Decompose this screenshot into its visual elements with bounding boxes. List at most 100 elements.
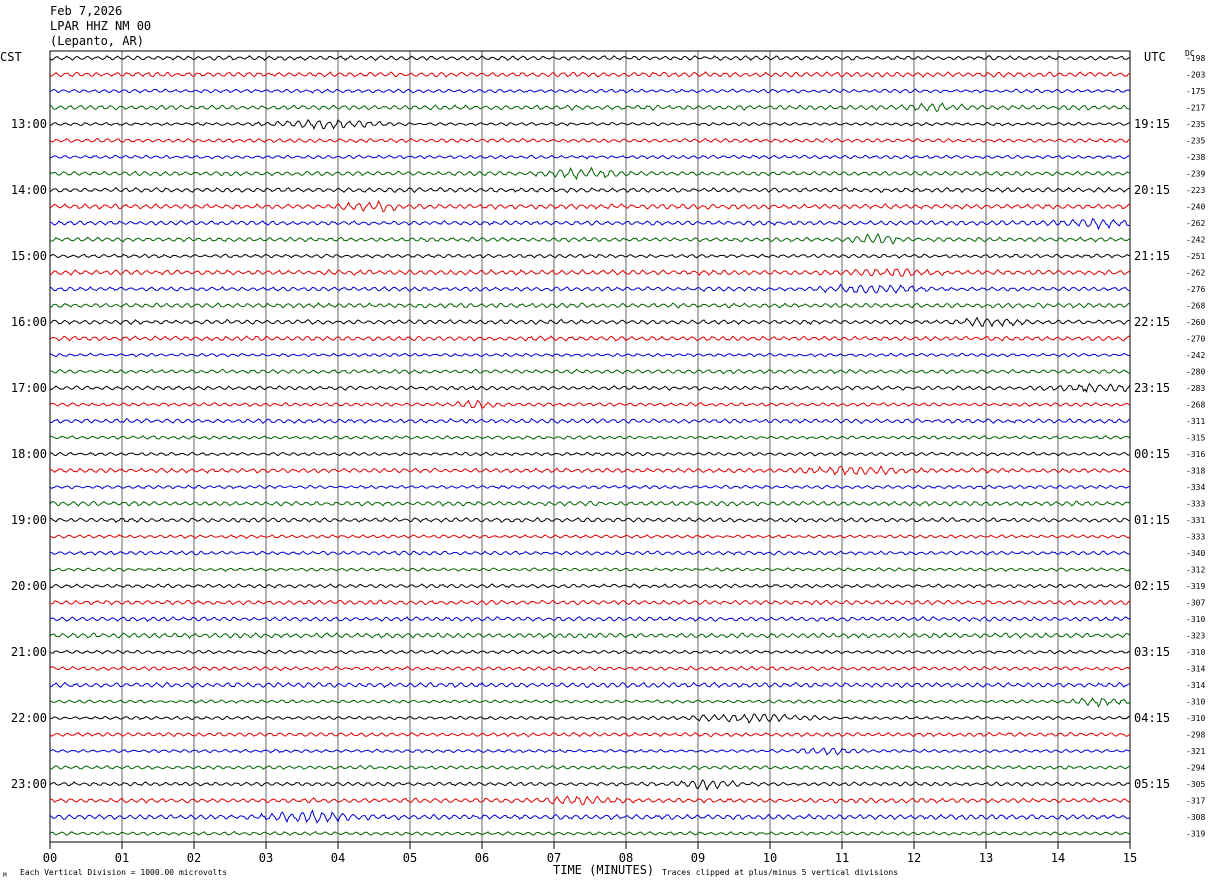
seismic-trace <box>49 417 1131 425</box>
x-tick-label: 07 <box>547 851 561 865</box>
seismic-trace <box>49 516 1131 524</box>
cst-hour-label: 15:00 <box>11 249 47 263</box>
dc-offset-label: -323 <box>1186 632 1205 641</box>
seismic-trace <box>49 451 1131 457</box>
dc-offset-label: -235 <box>1186 120 1205 129</box>
seismic-trace <box>49 465 1131 476</box>
dc-offset-label: -251 <box>1186 252 1205 261</box>
cst-hour-label: 22:00 <box>11 711 47 725</box>
seismic-trace <box>49 399 1131 409</box>
x-tick-label: 10 <box>763 851 777 865</box>
dc-offset-label: -268 <box>1186 401 1205 410</box>
utc-hour-label: 20:15 <box>1134 183 1170 197</box>
dc-offset-label: -310 <box>1186 648 1205 657</box>
station-label: LPAR HHZ NM 00 <box>50 19 152 33</box>
seismic-trace <box>49 54 1131 62</box>
utc-hour-label: 04:15 <box>1134 711 1170 725</box>
utc-timezone-label: UTC <box>1144 50 1166 64</box>
cst-hour-label: 16:00 <box>11 315 47 329</box>
dc-offset-label: -276 <box>1186 285 1205 294</box>
dc-offset-label: -283 <box>1186 384 1205 393</box>
dc-offset-label: -331 <box>1186 516 1205 525</box>
dc-offset-label: -239 <box>1186 170 1205 179</box>
dc-offset-label: -217 <box>1186 104 1205 113</box>
dc-offset-label: -280 <box>1186 368 1205 377</box>
dc-offset-label: -316 <box>1186 450 1205 459</box>
x-tick-label: 03 <box>259 851 273 865</box>
seismic-trace <box>49 335 1131 342</box>
cst-hour-label: 23:00 <box>11 777 47 791</box>
utc-hour-label: 03:15 <box>1134 645 1170 659</box>
dc-offset-label: -333 <box>1186 533 1205 542</box>
seismic-traces <box>49 54 1131 836</box>
utc-hour-label: 05:15 <box>1134 777 1170 791</box>
dc-offset-label: -317 <box>1186 797 1205 806</box>
dc-offset-label: -305 <box>1186 780 1205 789</box>
dc-offset-label: -240 <box>1186 203 1205 212</box>
seismic-trace <box>49 665 1131 672</box>
seismic-trace <box>49 500 1131 507</box>
dc-offset-label: -203 <box>1186 71 1205 80</box>
clip-note: Traces clipped at plus/minus 5 vertical … <box>662 868 899 877</box>
x-tick-label: 14 <box>1051 851 1065 865</box>
dc-offset-label: -198 <box>1186 54 1205 63</box>
location-label: (Lepanto, AR) <box>50 34 144 48</box>
seismic-trace <box>49 747 1131 756</box>
dc-offset-label: -238 <box>1186 153 1205 162</box>
dc-offset-label: -310 <box>1186 615 1205 624</box>
dc-offset-label: -333 <box>1186 500 1205 509</box>
seismic-trace <box>49 302 1131 309</box>
x-tick-label: 04 <box>331 851 345 865</box>
utc-hour-label: 19:15 <box>1134 117 1170 131</box>
seismic-trace <box>49 681 1131 689</box>
seismic-trace <box>49 200 1131 213</box>
seismic-trace <box>49 102 1131 112</box>
x-tick-label: 05 <box>403 851 417 865</box>
seismic-trace <box>49 253 1131 259</box>
dc-offset-label: -308 <box>1186 813 1205 822</box>
x-tick-label: 06 <box>475 851 489 865</box>
dc-header-label: DC <box>1185 49 1195 58</box>
cst-hour-label: 21:00 <box>11 645 47 659</box>
utc-hour-label: 01:15 <box>1134 513 1170 527</box>
x-tick-label: 02 <box>187 851 201 865</box>
dc-offset-label: -310 <box>1186 698 1205 707</box>
seismic-trace <box>49 830 1131 836</box>
seismic-trace <box>49 352 1131 358</box>
dc-offset-label: -298 <box>1186 731 1205 740</box>
seismic-trace <box>49 697 1131 708</box>
axis-labels: 00 01 02 03 04 05 06 07 08 09 10 11 12 13 14 15 -198 -203… <box>11 54 1206 865</box>
seismic-trace <box>49 795 1131 806</box>
seismic-trace <box>49 316 1131 328</box>
seismic-trace <box>49 166 1131 181</box>
utc-hour-label: 23:15 <box>1134 381 1170 395</box>
dc-offset-label: -268 <box>1186 302 1205 311</box>
x-tick-label: 15 <box>1123 851 1137 865</box>
seismic-trace <box>49 232 1131 245</box>
dc-offset-label: -175 <box>1186 87 1205 96</box>
seismic-trace <box>49 779 1131 792</box>
x-axis-title: TIME (MINUTES) <box>553 863 655 877</box>
minute-gridlines <box>49 51 1131 849</box>
dc-offset-label: -262 <box>1186 219 1205 228</box>
x-tick-label: 12 <box>907 851 921 865</box>
x-tick-label: 09 <box>691 851 705 865</box>
dc-offset-label: -310 <box>1186 714 1205 723</box>
cst-hour-label: 19:00 <box>11 513 47 527</box>
seismic-trace <box>49 550 1131 556</box>
dc-offset-label: -270 <box>1186 335 1205 344</box>
cst-hour-label: 18:00 <box>11 447 47 461</box>
x-tick-label: 08 <box>619 851 633 865</box>
seismic-trace <box>49 71 1131 78</box>
scale-note: Each Vertical Division = 1000.00 microvo… <box>20 868 228 877</box>
dc-offset-label: -311 <box>1186 417 1205 426</box>
utc-hour-label: 00:15 <box>1134 447 1170 461</box>
cst-hour-label: 20:00 <box>11 579 47 593</box>
seismic-trace <box>49 632 1131 640</box>
dc-offset-label: -307 <box>1186 599 1205 608</box>
dc-offset-label: -334 <box>1186 483 1205 492</box>
dc-offset-label: -294 <box>1186 764 1205 773</box>
seismic-trace <box>49 217 1131 231</box>
dc-offset-label: -312 <box>1186 566 1205 575</box>
